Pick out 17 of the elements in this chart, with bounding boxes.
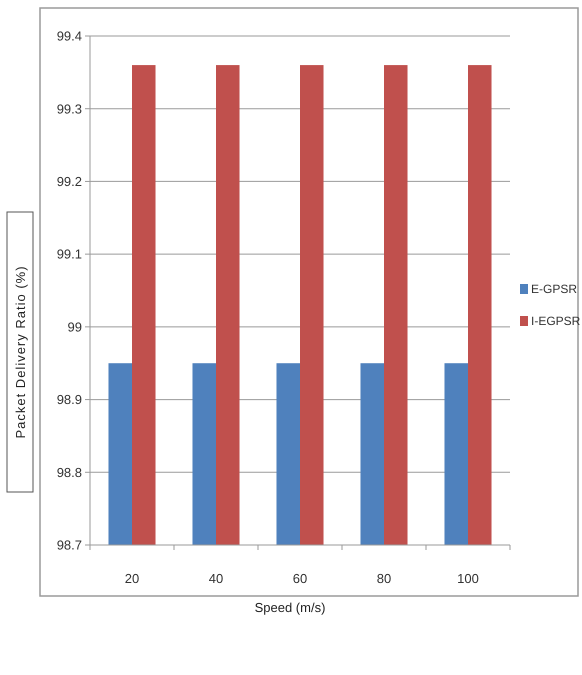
y-tick-label: 99.2 [56, 174, 82, 189]
x-tick-label: 20 [124, 571, 140, 586]
x-tick-label: 60 [292, 571, 308, 586]
legend-label: I-EGPSR [531, 314, 581, 328]
x-tick-label: 40 [208, 571, 224, 586]
y-tick-label: 98.9 [56, 392, 82, 408]
x-axis-title: Speed (m/s) [254, 600, 326, 615]
y-axis-title: Packet Delivery Ratio (%) [13, 265, 28, 439]
x-tick-label: 80 [376, 571, 392, 586]
x-tick-label: 100 [457, 571, 479, 586]
y-tick-label: 99.1 [56, 246, 82, 262]
legend-label: E-GPSR [531, 282, 578, 296]
y-tick-label: 98.8 [56, 464, 82, 480]
y-tick-label: 99.4 [56, 28, 82, 44]
y-tick-label: 98.7 [56, 538, 82, 553]
y-tick-label: 99 [68, 319, 82, 334]
y-tick-label: 99.3 [56, 101, 82, 116]
